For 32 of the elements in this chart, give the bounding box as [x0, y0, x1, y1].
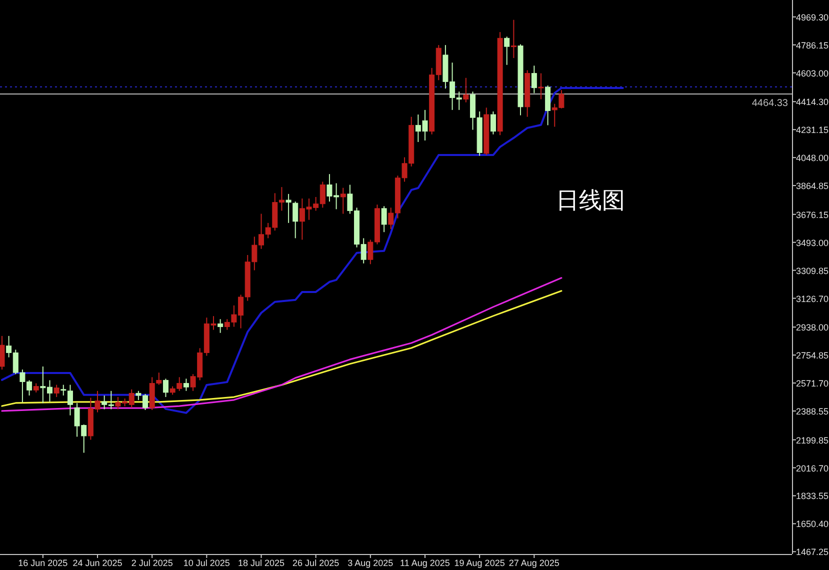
x-tick-label: 18 Jul 2025	[238, 558, 285, 568]
annotation: 日线图	[556, 187, 625, 213]
y-tick-label: 2571.70	[796, 378, 829, 389]
y-tick-label: 3864.85	[796, 181, 829, 192]
y-tick-label: 3676.15	[796, 210, 829, 220]
x-tick-label: 11 Aug 2025	[400, 558, 450, 568]
y-tick-label: 3309.85	[796, 266, 829, 276]
y-tick-label: 4414.30	[796, 97, 829, 108]
y-tick-label: 2938.00	[796, 322, 829, 333]
y-tick-label: 2016.70	[796, 463, 829, 474]
x-tick-label: 19 Aug 2025	[454, 558, 505, 568]
y-tick-label: 2754.85	[796, 350, 829, 361]
x-tick-label: 26 Jul 2025	[292, 558, 340, 568]
y-tick-label: 4603.00	[796, 68, 829, 78]
x-tick-label: 2 Jul 2025	[131, 558, 173, 568]
y-tick-label: 2388.55	[796, 406, 829, 416]
y-tick-label: 3126.70	[796, 294, 829, 304]
y-tick-label: 2199.85	[796, 435, 829, 446]
y-tick-label: 4786.15	[796, 40, 829, 50]
x-tick-label: 16 Jun 2025	[18, 558, 68, 568]
y-tick-label: 1467.25	[796, 547, 829, 558]
y-tick-label: 1650.40	[796, 519, 829, 530]
x-tick-label: 10 Jul 2025	[183, 558, 230, 568]
x-tick-label: 24 Jun 2025	[72, 558, 122, 568]
y-tick-label: 3493.00	[796, 238, 829, 248]
x-tick-label: 3 Aug 2025	[348, 558, 394, 568]
y-tick-label: 4969.30	[796, 12, 829, 22]
y-tick-label: 4231.15	[796, 125, 829, 136]
y-tick-label: 1833.55	[796, 491, 829, 502]
ref-line-label: 4464.33	[752, 98, 788, 110]
x-tick-label: 27 Aug 2025	[508, 558, 560, 568]
y-tick-label: 4048.00	[796, 153, 829, 164]
